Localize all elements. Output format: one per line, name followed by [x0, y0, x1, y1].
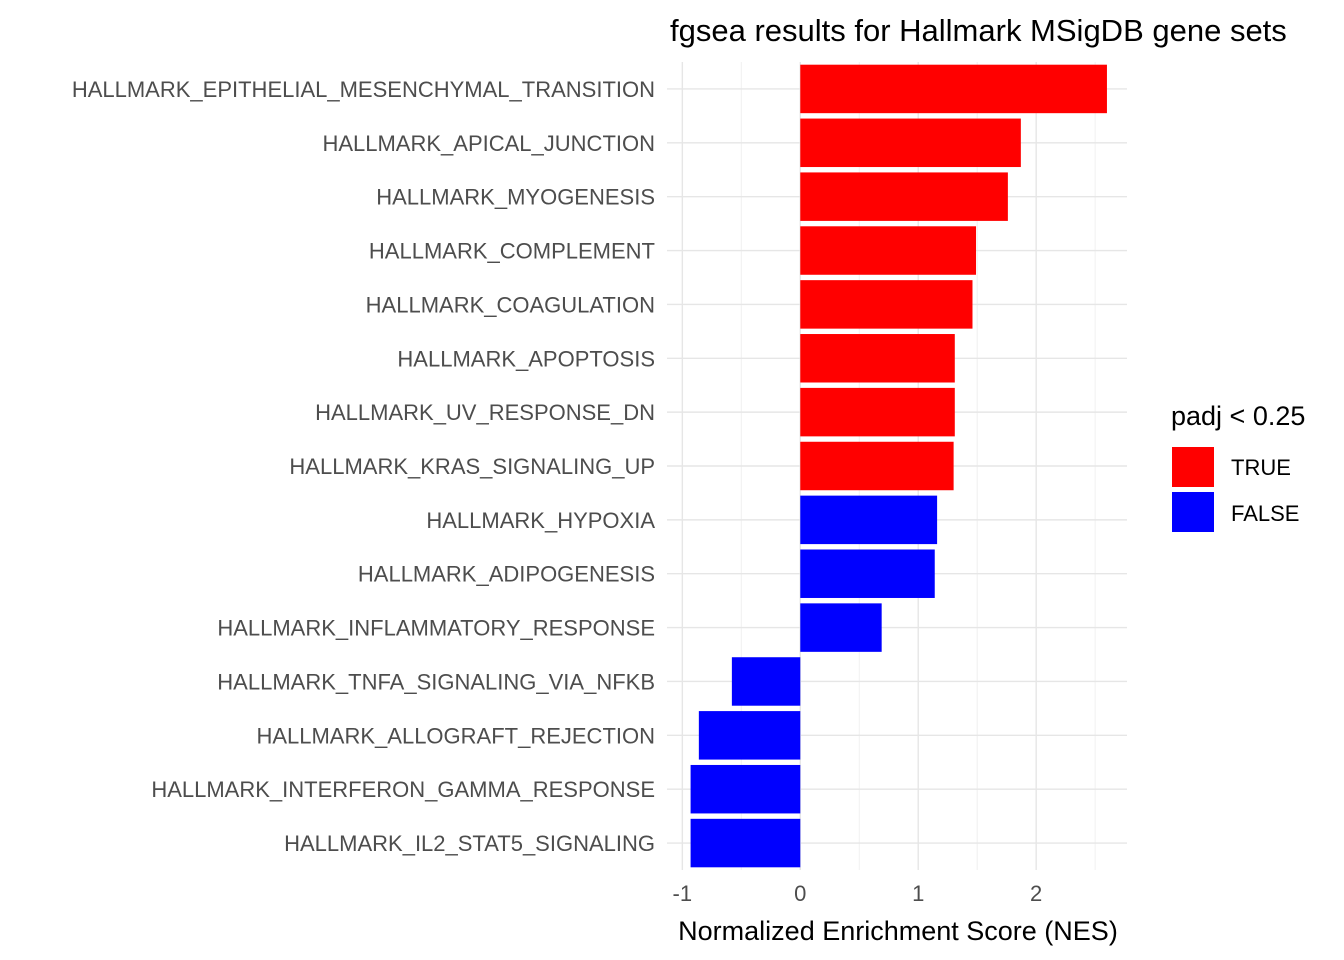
category-label: HALLMARK_TNFA_SIGNALING_VIA_NFKB — [217, 669, 655, 694]
bar — [800, 387, 955, 437]
bar — [800, 441, 954, 491]
category-label: HALLMARK_HYPOXIA — [426, 508, 655, 533]
category-label: HALLMARK_UV_RESPONSE_DN — [315, 400, 655, 425]
bar — [800, 64, 1107, 114]
bar — [800, 334, 955, 383]
category-labels: HALLMARK_EPITHELIAL_MESENCHYMAL_TRANSITI… — [72, 77, 655, 856]
legend-label-true: TRUE — [1231, 455, 1291, 480]
bar — [800, 495, 938, 545]
bar — [731, 657, 801, 706]
bar — [690, 818, 801, 868]
x-axis-title: Normalized Enrichment Score (NES) — [678, 916, 1118, 946]
legend-title: padj < 0.25 — [1171, 401, 1305, 431]
bar — [800, 118, 1021, 168]
chart-title: fgsea results for Hallmark MSigDB gene s… — [670, 13, 1287, 48]
legend: padj < 0.25 TRUE FALSE — [1171, 401, 1305, 532]
x-tick-label: 2 — [1030, 881, 1042, 906]
category-label: HALLMARK_ALLOGRAFT_REJECTION — [256, 723, 655, 748]
legend-label-false: FALSE — [1231, 501, 1299, 526]
category-label: HALLMARK_COMPLEMENT — [369, 239, 655, 264]
bar — [800, 172, 1008, 221]
bars — [690, 64, 1107, 868]
x-tick-label: 0 — [794, 881, 806, 906]
bar — [690, 764, 801, 814]
category-label: HALLMARK_IL2_STAT5_SIGNALING — [284, 831, 655, 856]
category-label: HALLMARK_APOPTOSIS — [397, 346, 655, 371]
category-label: HALLMARK_COAGULATION — [366, 292, 655, 317]
category-label: HALLMARK_MYOGENESIS — [376, 185, 655, 210]
legend-swatch-false — [1172, 492, 1214, 532]
x-tick-labels: -1 0 1 2 — [673, 881, 1043, 906]
category-label: HALLMARK_INFLAMMATORY_RESPONSE — [217, 616, 655, 641]
x-tick-label: 1 — [912, 881, 924, 906]
legend-swatch-true — [1172, 447, 1214, 487]
bar — [800, 549, 935, 598]
category-label: HALLMARK_INTERFERON_GAMMA_RESPONSE — [151, 777, 655, 802]
bar — [698, 711, 801, 760]
category-label: HALLMARK_ADIPOGENESIS — [358, 562, 655, 587]
bar — [800, 603, 882, 652]
category-label: HALLMARK_EPITHELIAL_MESENCHYMAL_TRANSITI… — [72, 77, 655, 102]
category-label: HALLMARK_KRAS_SIGNALING_UP — [289, 454, 655, 479]
bar — [800, 280, 973, 329]
category-label: HALLMARK_APICAL_JUNCTION — [322, 131, 655, 156]
bar — [800, 226, 977, 275]
x-tick-label: -1 — [673, 881, 693, 906]
